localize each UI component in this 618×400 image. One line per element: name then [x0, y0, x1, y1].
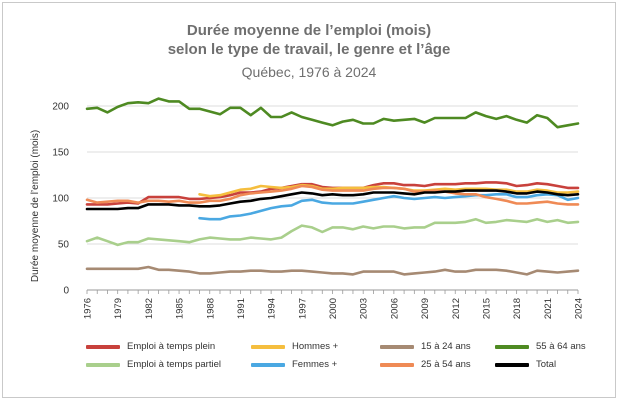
- chart-subtitle: Québec, 1976 à 2024: [241, 64, 377, 80]
- y-tick-label: 200: [52, 102, 69, 113]
- x-tick-label: 2024: [574, 298, 585, 319]
- x-tick-label: 2006: [389, 298, 400, 319]
- x-tick-label: 1991: [236, 298, 247, 319]
- x-tick-label: 1982: [144, 298, 155, 319]
- y-tick-label: 100: [52, 194, 69, 205]
- x-tick-label: 2003: [359, 298, 370, 319]
- chart-title-line2: selon le type de travail, le genre et l’…: [167, 41, 451, 58]
- x-tick-label: 2012: [451, 298, 462, 319]
- series-line-5: [85, 184, 580, 206]
- y-tick-label: 0: [63, 286, 69, 297]
- x-tick-label: 1988: [205, 298, 216, 319]
- x-tick-label: 1997: [297, 298, 308, 319]
- chart-title-line1: Durée moyenne de l’emploi (mois): [186, 22, 432, 39]
- x-tick-label: 1979: [113, 298, 124, 319]
- x-tick-label: 2000: [328, 298, 339, 319]
- x-tick-label: 2021: [543, 298, 554, 319]
- series-line-7: [85, 189, 580, 211]
- x-tick-label: 2015: [481, 298, 492, 319]
- y-tick-label: 150: [52, 148, 69, 159]
- y-axis-label: Durée moyenne de l’emploi (mois): [30, 130, 41, 282]
- x-tick-label: 2018: [512, 298, 523, 319]
- y-tick-label: 50: [58, 240, 70, 251]
- series-line-3: [198, 193, 580, 221]
- x-tick-label: 1985: [175, 298, 186, 319]
- x-tick-label: 1976: [83, 298, 94, 319]
- x-tick-label: 1994: [267, 298, 278, 319]
- series-line-1: [85, 217, 580, 247]
- x-tick-label: 2009: [420, 298, 431, 319]
- series-line-6: [85, 97, 580, 129]
- series-line-4: [85, 265, 580, 276]
